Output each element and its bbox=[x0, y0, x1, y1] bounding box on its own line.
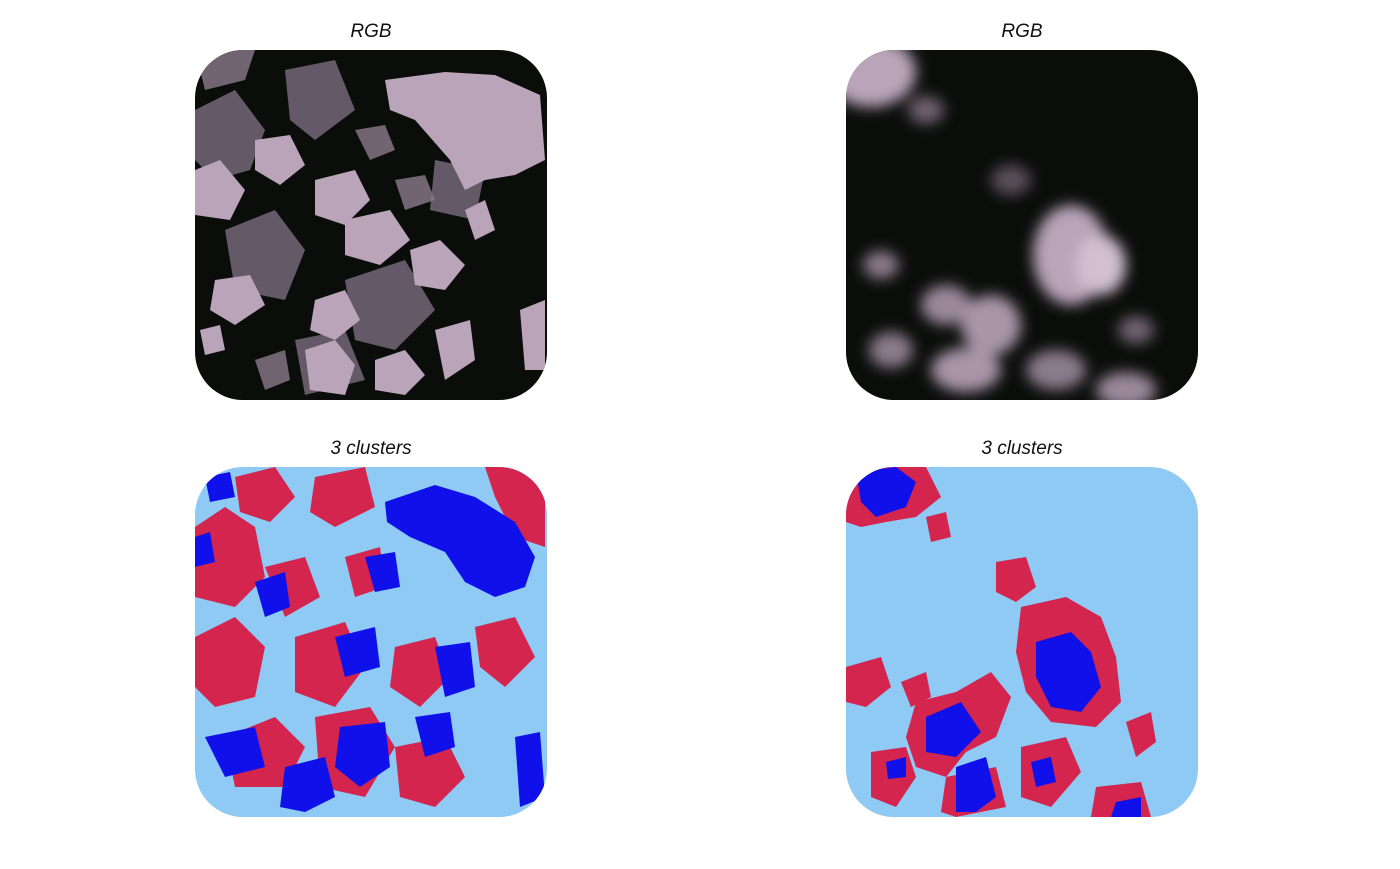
panel-rgb-right: RGB bbox=[846, 18, 1198, 403]
panel-title: 3 clusters bbox=[981, 438, 1063, 459]
cluster-image-right bbox=[846, 467, 1198, 817]
rgb-image-left bbox=[195, 50, 547, 400]
panel-title: RGB bbox=[1001, 21, 1043, 42]
panel-clusters-left: 3 clusters bbox=[195, 435, 547, 820]
panel-title: 3 clusters bbox=[330, 438, 412, 459]
panel-rgb-left: RGB bbox=[195, 18, 547, 403]
panel-clusters-right: 3 clusters bbox=[846, 435, 1198, 820]
cluster-image-left bbox=[195, 467, 547, 817]
panel-title: RGB bbox=[350, 21, 392, 42]
rgb-image-right bbox=[846, 50, 1198, 400]
